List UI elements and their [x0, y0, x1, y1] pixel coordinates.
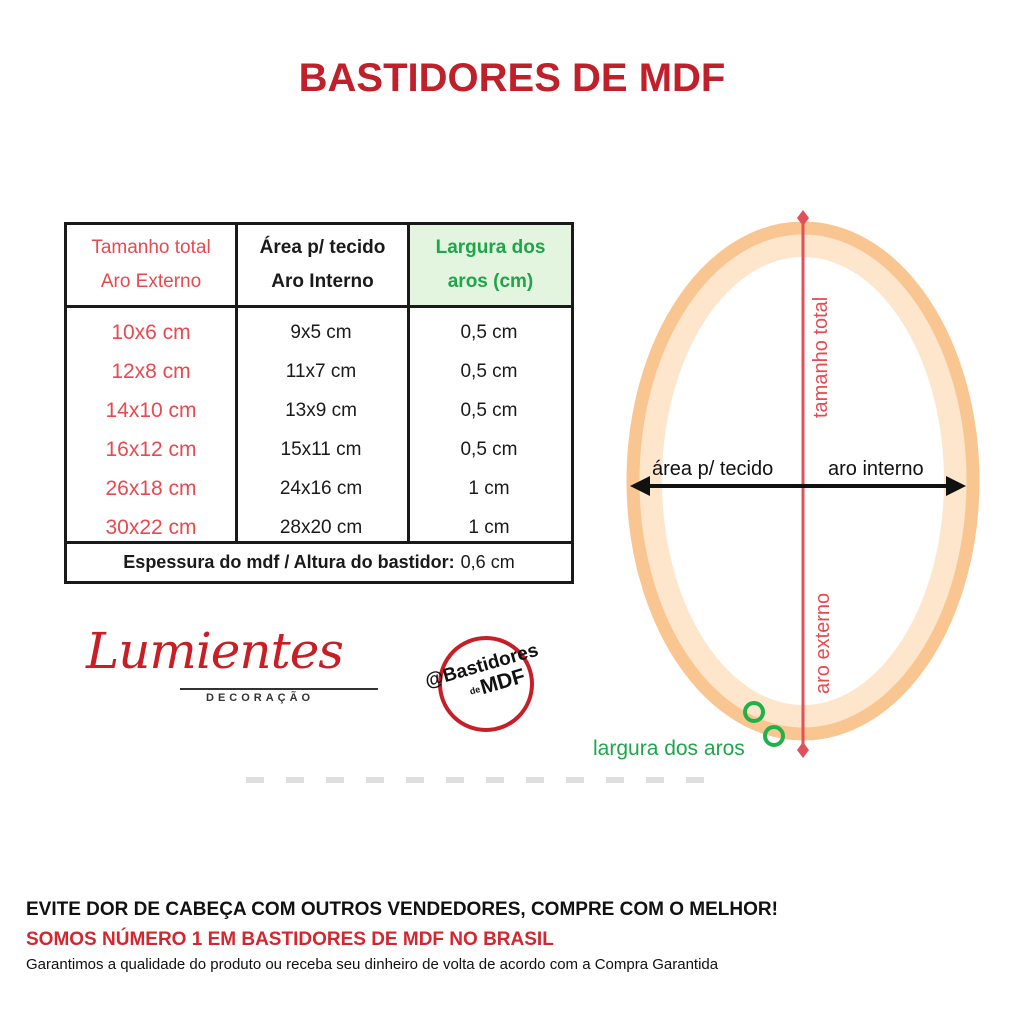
table-row: 14x10 cm 13x9 cm 0,5 cm — [67, 391, 571, 430]
hoop-diagram: área p/ tecido aro interno tamanho total… — [600, 200, 1000, 780]
cell-total-size: 16x12 cm — [105, 437, 197, 461]
faint-divider — [246, 777, 706, 783]
header-total-size-line2: Aro Externo — [100, 271, 202, 292]
header-ring-width: Largura dos aros (cm) — [407, 225, 571, 305]
header-fabric-area: Área p/ tecido Aro Interno — [235, 225, 407, 305]
column-divider — [407, 305, 410, 541]
cell-total-size: 14x10 cm — [105, 398, 197, 422]
label-fabric-area: área p/ tecido — [652, 458, 774, 480]
header-fabric-area-line2: Aro Interno — [271, 271, 374, 292]
lumientes-logo-subtitle: DECORAÇÃO — [206, 692, 315, 704]
header-total-size: Tamanho total Aro Externo — [67, 225, 235, 305]
cell-total-size: 10x6 cm — [111, 320, 191, 344]
arrow-left-head — [630, 476, 650, 496]
guarantee-note: Garantimos a qualidade do produto ou rec… — [26, 956, 719, 973]
table-row: 12x8 cm 11x7 cm 0,5 cm — [67, 352, 571, 391]
cell-fabric-area: 28x20 cm — [279, 516, 363, 538]
promo-claim: SOMOS NÚMERO 1 EM BASTIDORES DE MDF NO B… — [26, 929, 554, 950]
lumientes-logo-rule — [180, 688, 378, 690]
axis-top-diamond — [797, 210, 809, 226]
lumientes-logo-name: Lumientes — [86, 622, 344, 680]
cell-ring-width: 1 cm — [468, 516, 510, 538]
cell-ring-width: 0,5 cm — [460, 438, 518, 460]
cell-total-size: 26x18 cm — [105, 476, 197, 500]
cell-fabric-area: 24x16 cm — [279, 477, 363, 499]
axis-bottom-diamond — [797, 742, 809, 758]
cell-ring-width: 0,5 cm — [460, 321, 518, 343]
table-row: 10x6 cm 9x5 cm 0,5 cm — [67, 313, 571, 352]
lumientes-logo: Lumientes DECORAÇÃO — [86, 622, 378, 718]
header-fabric-area-line1: Área p/ tecido — [259, 237, 386, 258]
cell-fabric-area: 11x7 cm — [285, 360, 357, 382]
label-ring-width: largura dos aros — [593, 737, 745, 760]
size-table: Tamanho total Aro Externo Área p/ tecido… — [64, 222, 574, 584]
table-footer: Espessura do mdf / Altura do bastidor: 0… — [67, 544, 571, 581]
cell-ring-width: 0,5 cm — [460, 360, 518, 382]
thickness-label: Espessura do mdf / Altura do bastidor: — [123, 552, 455, 572]
cell-fabric-area: 9x5 cm — [290, 321, 352, 343]
badge-ring — [438, 636, 534, 732]
table-row: 26x18 cm 24x16 cm 1 cm — [67, 469, 571, 508]
cell-total-size: 12x8 cm — [111, 359, 191, 383]
bastidores-badge-logo: @Bastidores deMDF — [406, 634, 556, 734]
arrow-right-head — [946, 476, 966, 496]
table-row: 16x12 cm 15x11 cm 0,5 cm — [67, 430, 571, 469]
footer-divider — [67, 541, 571, 544]
header-divider — [67, 305, 571, 308]
header-total-size-line1: Tamanho total — [91, 237, 211, 258]
promo-headline: EVITE DOR DE CABEÇA COM OUTROS VENDEDORE… — [26, 899, 778, 920]
thickness-value: 0,6 cm — [460, 552, 515, 572]
label-inner-ring: aro interno — [828, 458, 924, 480]
header-ring-width-line2: aros (cm) — [447, 271, 534, 292]
ring-width-marker — [743, 701, 765, 723]
cell-ring-width: 0,5 cm — [460, 399, 518, 421]
hoop-diagram-svg — [626, 210, 980, 758]
ring-width-marker — [763, 725, 785, 747]
table-row: 30x22 cm 28x20 cm 1 cm — [67, 508, 571, 541]
label-total-size: tamanho total — [810, 296, 832, 418]
cell-total-size: 30x22 cm — [105, 515, 197, 539]
page-title: BASTIDORES DE MDF — [298, 56, 726, 100]
cell-fabric-area: 13x9 cm — [285, 399, 357, 421]
header-ring-width-line1: Largura dos — [435, 237, 546, 258]
cell-ring-width: 1 cm — [468, 477, 510, 499]
column-divider — [235, 305, 238, 541]
cell-fabric-area: 15x11 cm — [280, 438, 362, 460]
label-outer-ring: aro externo — [812, 592, 834, 694]
